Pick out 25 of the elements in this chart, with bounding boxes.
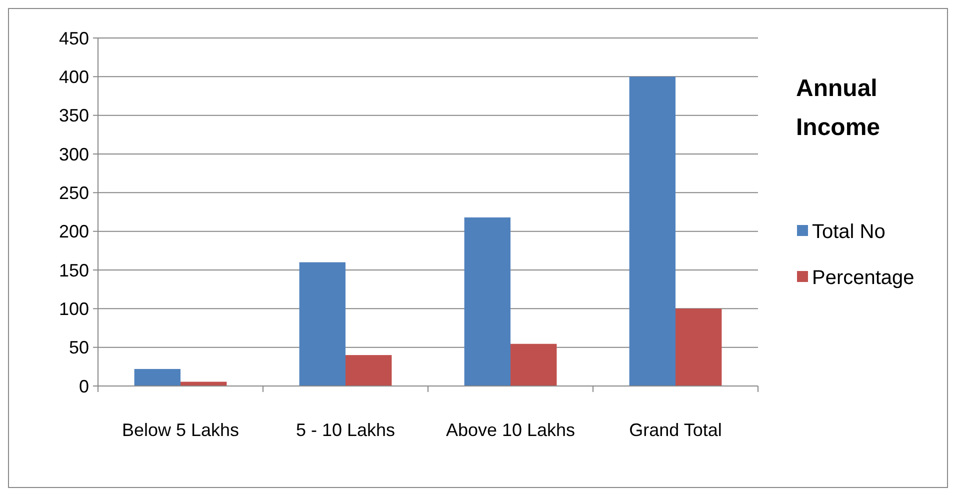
y-tick-label: 400 <box>58 66 89 87</box>
bar <box>299 262 346 386</box>
y-tick-label: 250 <box>58 182 89 203</box>
bar <box>346 355 392 386</box>
bar <box>180 382 227 386</box>
bar <box>629 76 676 386</box>
x-tick-label: Grand Total <box>629 420 722 440</box>
x-tick-label: Above 10 Lakhs <box>446 420 576 440</box>
bar <box>510 344 557 386</box>
legend-label: Total No <box>812 221 886 243</box>
legend-label: Percentage <box>812 267 914 289</box>
y-tick-label: 150 <box>58 260 89 280</box>
bar <box>676 308 722 386</box>
y-tick-label: 300 <box>58 144 89 164</box>
text: Annual Income <box>796 75 880 141</box>
bar <box>464 217 510 386</box>
y-tick-label: 0 <box>78 376 89 396</box>
bar <box>134 368 180 386</box>
y-tick-label: 50 <box>68 338 89 358</box>
y-tick-label: 100 <box>58 298 89 319</box>
y-tick-label: 450 <box>58 28 89 48</box>
y-tick-label: 350 <box>58 106 89 126</box>
x-tick-label: 5 - 10 Lakhs <box>296 420 396 440</box>
x-tick-label: Below 5 Lakhs <box>122 420 240 440</box>
y-tick-label: 200 <box>58 222 89 242</box>
